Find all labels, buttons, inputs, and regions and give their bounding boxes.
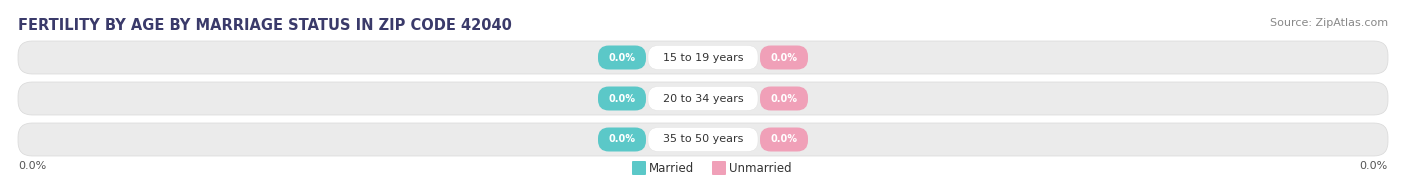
FancyBboxPatch shape (648, 45, 758, 70)
Text: 0.0%: 0.0% (609, 93, 636, 103)
Text: 0.0%: 0.0% (609, 53, 636, 63)
FancyBboxPatch shape (648, 86, 758, 111)
Text: 0.0%: 0.0% (1360, 161, 1388, 171)
Text: FERTILITY BY AGE BY MARRIAGE STATUS IN ZIP CODE 42040: FERTILITY BY AGE BY MARRIAGE STATUS IN Z… (18, 18, 512, 33)
Text: 35 to 50 years: 35 to 50 years (662, 134, 744, 144)
FancyBboxPatch shape (761, 86, 808, 111)
Text: 0.0%: 0.0% (609, 134, 636, 144)
FancyBboxPatch shape (18, 41, 1388, 74)
Text: 0.0%: 0.0% (770, 53, 797, 63)
Text: Married: Married (650, 162, 695, 174)
FancyBboxPatch shape (18, 82, 1388, 115)
Text: Source: ZipAtlas.com: Source: ZipAtlas.com (1270, 18, 1388, 28)
Text: 15 to 19 years: 15 to 19 years (662, 53, 744, 63)
FancyBboxPatch shape (598, 45, 645, 70)
FancyBboxPatch shape (18, 123, 1388, 156)
Text: 0.0%: 0.0% (18, 161, 46, 171)
FancyBboxPatch shape (633, 161, 645, 175)
FancyBboxPatch shape (648, 128, 758, 152)
Text: 0.0%: 0.0% (770, 134, 797, 144)
FancyBboxPatch shape (598, 128, 645, 152)
Text: 20 to 34 years: 20 to 34 years (662, 93, 744, 103)
FancyBboxPatch shape (711, 161, 725, 175)
FancyBboxPatch shape (598, 86, 645, 111)
Text: 0.0%: 0.0% (770, 93, 797, 103)
Text: Unmarried: Unmarried (728, 162, 792, 174)
FancyBboxPatch shape (761, 45, 808, 70)
FancyBboxPatch shape (761, 128, 808, 152)
